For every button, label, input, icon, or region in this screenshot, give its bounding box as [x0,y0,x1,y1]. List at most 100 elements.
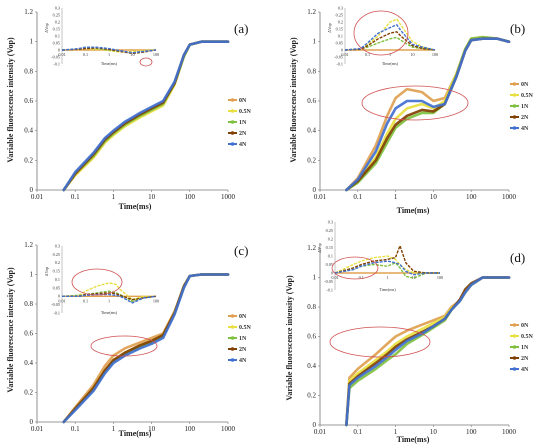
panel-b-legend-label: 1N [521,104,529,110]
panel-a-inset-y-tick-label: 0.25 [53,12,60,17]
panel-a-legend-label: 0N [239,98,247,104]
panel-d-y-tick-label: 1.2 [307,244,316,252]
panel-c-inset-x-tick-label: 100 [153,298,159,303]
panel-d-inset-y-tick-label: -0.05 [324,279,333,284]
panel-c-y-tick-label: 0.8 [24,300,33,308]
panel-d-label: (d) [510,250,525,265]
panel-b-y-tick-label: 0.6 [307,97,316,105]
panel-b-inset-y-tick-label: 0.3 [338,5,343,10]
panel-c-x-axis-title: Time(ms) [119,429,152,438]
panel-d-y-tick-label: 0 [313,421,317,429]
panel-a-x-tick-label: 0.1 [71,193,80,201]
panel-d-legend-label: 0.5N [521,334,534,340]
panel-b-legend-label: 4N [521,126,529,132]
panel-a-y-tick-label: 0.6 [24,97,33,105]
panel-c-legend-marker [230,336,235,340]
panel-b-x-tick-label: 1 [394,193,398,201]
panel-a-inset-x-tick-label: 10 [130,52,134,57]
panel-b-series-1N [345,35,511,192]
panel-a-x-tick-label: 10 [148,193,156,201]
panel-c-highlight-ellipse [90,335,158,357]
panel-a-inset-x-tick-label: 0.1 [83,52,88,57]
panel-d-inset: -0.1 -0.05 0 0.05 0.1 0.15 0.2 0.25 0.3 0.01 0.1 1 1… [317,219,443,292]
panel-b-x-tick-label: 0.01 [314,193,327,201]
panel-d-inset-y-tick-label: -0.1 [326,287,333,292]
panel-d-series-0N [345,276,511,427]
panel-d-x-tick-label: 0.1 [353,428,362,436]
panel-c-x-tick-label: 0.01 [31,425,44,433]
panel-c-x-tick-label: 10 [148,425,156,433]
panel-b-legend-marker [512,82,517,86]
panel-b-y-axis-title: Variable fluorescence intensity (Vop) [289,37,298,163]
panel-d-inset-series-0_5N [334,255,440,274]
panel-d-inset-y-tick-label: 0.15 [326,245,333,250]
panel-b-inset-y-tick-label: 0.1 [338,33,343,38]
panel-a-y-tick-label: 1.2 [24,8,33,16]
panel-a-inset-series-4N [61,46,157,54]
panel-b-y-tick-label: 0.4 [307,127,316,135]
panel-d-y-tick-label: 0.8 [307,303,316,311]
panel-d-series-4N [345,276,511,427]
panel-b-legend-marker [512,115,517,119]
panel-c-inset-y-tick-label: -0.1 [53,310,60,315]
panel-c-inset-y-tick-label: 0.3 [55,243,60,248]
panel-d-highlight-ellipse [331,256,379,280]
panel-b-legend-label: 2N [521,115,529,121]
panel-a-inset: -0.1 -0.05 0 0.05 0.1 0.15 0.2 0.25 0.3 0.01 0.1 1 1… [44,5,159,66]
panel-d-legend-marker [512,367,517,371]
panel-a-inset-x-tick-label: 100 [153,52,159,57]
panel-d-legend-marker [512,323,517,327]
panel-d-inset-x-tick-label: 0.1 [359,275,364,280]
panel-d-legend-label: 1N [521,345,529,351]
panel-c-inset-y-tick-label: 0 [58,294,60,299]
panel-b-inset-series-2N [344,31,436,51]
panel-c-legend-marker [230,358,235,362]
panel-d-y-tick-label: 0.2 [307,392,316,400]
panel-c-legend-marker [230,314,235,318]
panel-d-y-tick-label: 0.4 [307,362,316,370]
panel-b-legend-marker [512,104,517,108]
panel-d-legend-marker [512,356,517,360]
panel-b-y-tick-label: 0.8 [307,67,316,75]
panel-d-series-0_5N [345,276,511,427]
panel-b-inset-y-tick-label: 0.2 [338,19,343,24]
panel-b-inset-series-4N [344,24,436,51]
panel-a-y-tick-label: 0.2 [24,156,33,164]
panel-c: 00.20.40.60.811.20.01 0.1 1 10 100 1000Time(m… [6,241,252,438]
panel-b-legend-marker [512,93,517,97]
panel-a-inset-x-tick-label: 1 [108,52,110,57]
panel-c-inset-y-tick-label: 0.15 [53,269,60,274]
panel-c-legend-marker [230,325,235,329]
panel-c-legend-label: 4N [239,358,247,364]
panel-d-highlight-ellipse [329,326,431,358]
panel-d-legend-label: 4N [521,367,529,373]
panel-a-inset-y-tick-label: 0.05 [53,40,60,45]
panel-b-legend-label: 0.5N [521,93,534,99]
panel-c-inset-series-2N [62,292,157,301]
panel-b-highlight-ellipse [353,10,409,56]
panel-c-x-tick-label: 0.1 [71,425,80,433]
panel-b-x-tick-label: 10 [430,193,438,201]
panel-c-inset-x-tick-label: 1 [108,298,110,303]
panel-c-inset-y-title: ΔVop [44,267,49,276]
panel-a-inset-x-title: Time(ms) [101,61,118,66]
panel-d-inset-x-tick-label: 0.01 [331,275,338,280]
panel-a-inset-y-tick-label: -0.1 [53,61,60,66]
panel-b-inset-y-tick-label: 0.15 [336,26,343,31]
panel-a-x-axis-title: Time(ms) [119,202,152,211]
panel-b-legend-marker [512,126,517,130]
panel-d-x-tick-label: 0.01 [314,428,327,436]
panel-a-series-4N [62,40,230,192]
panel-a-y-tick-label: 0 [30,186,34,194]
panel-c-x-tick-label: 1 [112,425,116,433]
panel-c-x-tick-label: 100 [185,425,196,433]
panel-a-inset-y-tick-label: -0.05 [51,54,60,59]
panel-b-inset-y-tick-label: -0.1 [336,61,343,66]
panel-d-legend-label: 2N [521,356,529,362]
panel-c-legend-marker [230,347,235,351]
panel-d-inset-y-tick-label: 0.1 [328,253,333,258]
panel-c-inset-y-tick-label: 0.2 [55,260,60,265]
panel-c-y-tick-label: 0.4 [24,359,33,367]
panel-a-legend-marker [230,109,235,113]
panel-a-inset-y-tick-label: 0.2 [55,19,60,24]
